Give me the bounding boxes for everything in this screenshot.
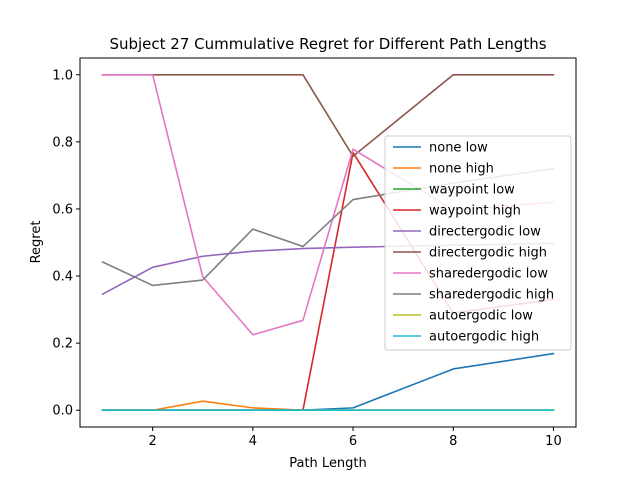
x-axis-label: Path Length: [289, 456, 367, 471]
legend-entry-label: sharedergodic low: [429, 267, 548, 282]
legend-entry-label: none high: [429, 162, 494, 177]
x-tick-label: 6: [349, 434, 357, 449]
plot-frame: [79, 57, 577, 428]
legend-entry-label: waypoint low: [429, 183, 515, 198]
legend-box: [384, 135, 572, 351]
legend-entry-label: none low: [429, 141, 488, 156]
x-axis-ticks: 2 4 6 8 10: [149, 427, 562, 449]
legend-entry-label: directergodic low: [429, 225, 541, 240]
y-tick-label: 1.0: [52, 68, 73, 83]
y-tick-label: 0.6: [52, 202, 73, 217]
y-tick-label: 0.2: [52, 337, 73, 352]
y-axis-ticks: 0.0 0.2 0.4 0.6 0.8 1.0: [52, 68, 80, 419]
y-axis-label: Regret: [29, 221, 44, 264]
x-tick-label: 2: [149, 434, 157, 449]
legend-entry-label: autoergodic low: [429, 309, 533, 324]
y-tick-label: 0.0: [52, 404, 73, 419]
legend: none low none high waypoint low waypoint hi…: [384, 135, 572, 351]
y-tick-label: 0.8: [52, 135, 73, 150]
series-line-directergodic-high: [101, 73, 555, 158]
legend-entry-label: autoergodic high: [429, 330, 539, 345]
legend-entry-label: sharedergodic high: [429, 288, 554, 303]
x-tick-label: 4: [249, 434, 257, 449]
y-tick-label: 0.4: [52, 270, 73, 285]
legend-entry-label: directergodic high: [429, 246, 547, 261]
x-tick-label: 8: [449, 434, 457, 449]
chart-title: Subject 27 Cummulative Regret for Differ…: [109, 35, 546, 53]
x-tick-label: 10: [545, 434, 562, 449]
legend-entry-label: waypoint high: [429, 204, 521, 219]
